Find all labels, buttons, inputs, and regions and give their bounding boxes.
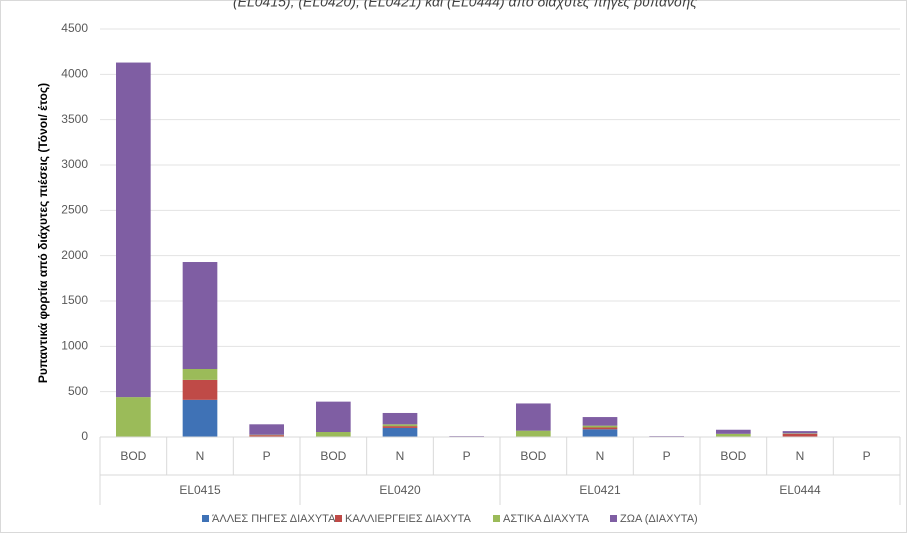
y-tick-label: 0 [81, 429, 88, 443]
bar-segment [782, 433, 818, 437]
x-tick-label: N [596, 449, 605, 463]
group-label: EL0444 [779, 483, 821, 497]
legend-label: ΚΑΛΛΙΕΡΓΕΙΕΣ ΔΙΑΧΥΤΑ [345, 513, 471, 525]
x-tick-label: BOD [120, 449, 146, 463]
bar-segment [249, 435, 284, 437]
x-tick-label: N [196, 449, 205, 463]
legend-swatch [335, 515, 342, 522]
bar-segment [516, 403, 551, 431]
y-tick-label: 4000 [61, 67, 88, 81]
bar-segment [716, 433, 751, 437]
group-label: EL0420 [379, 483, 421, 497]
bar-segment [249, 424, 284, 435]
legend-swatch [610, 515, 617, 522]
legend-swatch [493, 515, 500, 522]
bar-segment [182, 379, 218, 400]
bar-segment [382, 412, 418, 425]
x-tick-label: P [463, 449, 471, 463]
bar-segment [782, 431, 818, 434]
chart-title: (EL0415), (EL0420), (EL0421) και (EL0444… [233, 0, 697, 10]
legend-label: ΑΣΤΙΚΑ ΔΙΑΧΥΤΑ [503, 513, 590, 525]
bar-segment [582, 429, 618, 437]
bar-segment [516, 430, 551, 437]
legend-label: ΆΛΛΕΣ ΠΗΓΕΣ ΔΙΑΧΥΤΑ [212, 513, 336, 525]
bar-segment [316, 432, 351, 437]
bar-segment [582, 427, 618, 430]
y-tick-label: 3500 [61, 112, 88, 126]
bar-segment [716, 429, 751, 434]
x-tick-label: P [863, 449, 871, 463]
bar-segment [582, 425, 618, 428]
group-label: EL0421 [579, 483, 621, 497]
x-tick-label: BOD [320, 449, 346, 463]
bar-segment [182, 399, 218, 437]
bar-segment [382, 424, 418, 427]
legend-label: ΖΩΑ (ΔΙΑΧΥΤΑ) [620, 513, 698, 525]
y-tick-label: 1000 [61, 339, 88, 353]
x-tick-label: P [263, 449, 271, 463]
bar-segment [116, 62, 151, 398]
bar-segment [382, 426, 418, 428]
x-tick-label: BOD [720, 449, 746, 463]
y-tick-label: 2000 [61, 248, 88, 262]
x-tick-label: N [796, 449, 805, 463]
group-label: EL0415 [179, 483, 221, 497]
bar-segment [582, 417, 618, 426]
legend-swatch [202, 515, 209, 522]
y-tick-label: 4500 [61, 21, 88, 35]
bar-segment [182, 369, 218, 380]
y-axis-label: Ρυπαντικά φορτία από διάχυτες πιέσεις (Τ… [36, 83, 50, 383]
x-tick-label: P [663, 449, 671, 463]
y-tick-label: 500 [68, 384, 88, 398]
bar-segment [182, 262, 218, 369]
y-tick-label: 2500 [61, 203, 88, 217]
y-tick-label: 3000 [61, 157, 88, 171]
x-tick-label: BOD [520, 449, 546, 463]
bar-segment [316, 401, 351, 433]
bar-segment [116, 397, 151, 437]
y-tick-label: 1500 [61, 293, 88, 307]
x-tick-label: N [396, 449, 405, 463]
bar-segment [382, 427, 418, 437]
